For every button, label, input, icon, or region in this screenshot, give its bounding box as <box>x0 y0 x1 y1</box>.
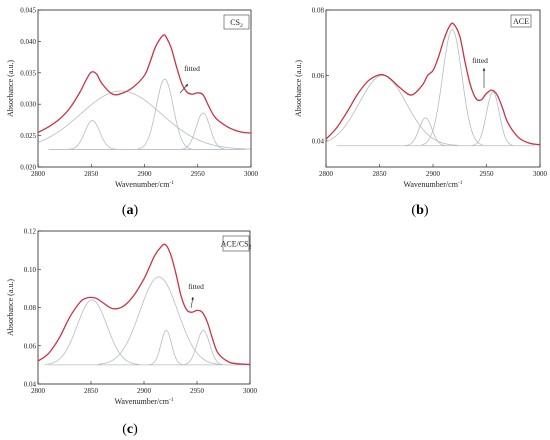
fit-component-1 <box>68 120 116 150</box>
y-axis-label: Absorbance (a.u.) <box>6 60 15 117</box>
fit-component-3 <box>149 330 184 366</box>
legend-label: ACE/CS2 <box>221 240 252 251</box>
measured-spectrum-line <box>325 22 541 146</box>
x-axis-label: Wavenumber/cm-1 <box>114 397 173 406</box>
y-tick-label: 0.04 <box>24 381 37 389</box>
annotation-arrowhead <box>185 84 188 87</box>
annotation-arrowhead <box>191 297 194 300</box>
x-tick-label: 2900 <box>137 387 152 395</box>
x-tick-label: 2800 <box>319 170 334 178</box>
x-tick-label: 2850 <box>84 170 99 178</box>
fit-component-2 <box>38 90 251 150</box>
plot-frame <box>37 230 251 385</box>
caption-c: (c) <box>122 422 138 437</box>
y-axis-label: Absorbance (a.u.) <box>6 279 15 336</box>
fit-component-3 <box>421 29 484 146</box>
legend-label: CS2 <box>230 18 243 29</box>
x-tick-label: 2850 <box>84 387 99 395</box>
y-tick-label: 0.025 <box>20 132 36 140</box>
y-tick-label: 0.030 <box>20 101 36 109</box>
x-tick-label: 3000 <box>243 387 258 395</box>
y-tick-label: 0.06 <box>24 342 37 350</box>
x-tick-label: 3000 <box>533 170 548 178</box>
x-axis-label: Wavenumber/cm-1 <box>403 180 462 189</box>
legend-box <box>223 14 250 30</box>
x-tick-label: 2900 <box>426 170 441 178</box>
y-tick-label: 0.04 <box>312 137 325 145</box>
x-tick-label: 2800 <box>31 387 46 395</box>
fitted-annotation: fitted <box>184 64 200 73</box>
fit-component-4 <box>182 330 224 366</box>
caption-b-letter: b <box>416 203 424 218</box>
x-axis-label: Wavenumber/cm-1 <box>115 180 174 189</box>
plot-frame <box>37 9 252 168</box>
y-tick-label: 0.045 <box>20 7 36 15</box>
plot-frame <box>325 9 541 168</box>
y-tick-label: 0.10 <box>24 266 37 274</box>
x-tick-label: 2950 <box>480 170 495 178</box>
y-tick-label: 0.020 <box>20 164 36 172</box>
x-tick-label: 2850 <box>373 170 388 178</box>
y-tick-label: 0.08 <box>312 7 325 15</box>
y-axis-label: Absorbance (a.u.) <box>294 60 303 117</box>
y-tick-label: 0.040 <box>20 38 36 46</box>
x-tick-label: 2800 <box>31 170 46 178</box>
fit-component-3 <box>137 78 192 150</box>
y-tick-label: 0.08 <box>24 304 37 312</box>
fit-component-4 <box>180 112 226 150</box>
y-tick-label: 0.06 <box>312 72 325 80</box>
legend-label: ACE <box>513 17 529 26</box>
annotation-arrowhead <box>482 68 486 71</box>
x-tick-label: 2950 <box>191 170 206 178</box>
legend-box <box>510 14 532 28</box>
y-tick-label: 0.12 <box>24 228 37 236</box>
chart-panel-a: 2800 2850 2900 2950 3000 0.020 0.025 0.030 0.035… <box>6 7 259 190</box>
fitted-annotation: fitted <box>472 56 488 65</box>
y-tick-label: 0.035 <box>20 69 36 77</box>
fitted-annotation: fitted <box>188 282 204 291</box>
chart-panel-b: 2800 2850 2900 2950 3000 0.04 0.06 0.08 ACE fitte… <box>294 7 548 190</box>
caption-a: (a) <box>122 203 139 218</box>
chart-panel-c: 2800 2850 2900 2950 3000 0.04 0.06 0.08 0.10 0.12… <box>6 228 258 407</box>
legend-box <box>222 235 250 252</box>
measured-spectrum-line <box>37 243 251 366</box>
fit-component-2 <box>97 276 220 365</box>
fit-component-1 <box>44 299 140 365</box>
x-tick-label: 2900 <box>138 170 153 178</box>
measured-spectrum-line <box>37 34 252 134</box>
caption-a-letter: a <box>127 203 134 218</box>
caption-c-letter: c <box>127 422 133 437</box>
fit-component-4 <box>472 91 514 146</box>
fit-component-1 <box>325 75 458 146</box>
caption-b: (b) <box>411 203 428 218</box>
x-tick-label: 3000 <box>244 170 259 178</box>
fit-component-2 <box>404 117 446 146</box>
x-tick-label: 2950 <box>190 387 205 395</box>
